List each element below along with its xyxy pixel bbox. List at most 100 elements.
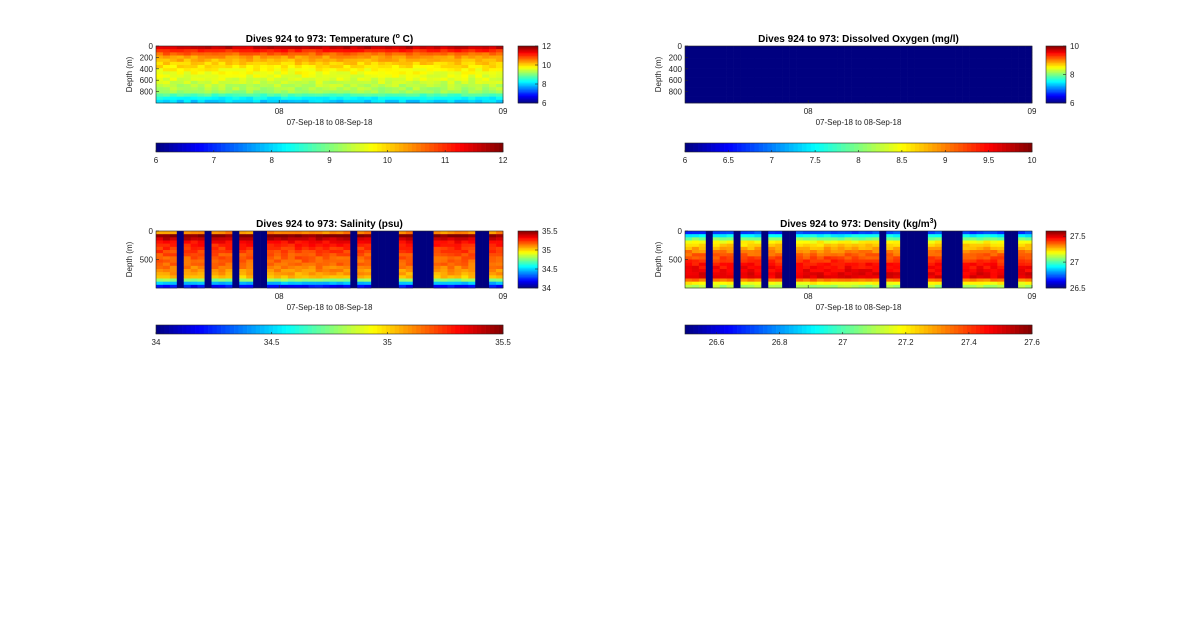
- heatmap-cell: [893, 240, 901, 244]
- heatmap-cell: [740, 80, 748, 85]
- heatmap-cell: [851, 96, 859, 101]
- bottom-colorbar-segment: [832, 143, 838, 152]
- heatmap-cell: [914, 58, 922, 63]
- heatmap-cell: [315, 46, 323, 50]
- heatmap-cell: [1025, 99, 1033, 104]
- heatmap-cell: [775, 68, 783, 72]
- bottom-colorbar-segment: [862, 143, 868, 152]
- heatmap-cell: [162, 240, 171, 244]
- heatmap-cell: [844, 68, 852, 72]
- heatmap-cell: [948, 74, 956, 78]
- bottom-colorbar-segment: [472, 143, 478, 152]
- heatmap-cell: [789, 65, 797, 69]
- heatmap-cell: [983, 87, 991, 91]
- heatmap-nodata-column: [253, 231, 261, 288]
- heatmap-cell: [907, 80, 915, 85]
- heatmap-cell: [830, 269, 838, 273]
- heatmap-cell: [280, 65, 289, 69]
- heatmap-cell: [948, 96, 956, 101]
- heatmap-cell: [267, 275, 275, 279]
- heatmap-cell: [357, 272, 365, 276]
- heatmap-cell: [782, 84, 790, 88]
- heatmap-cell: [747, 61, 755, 66]
- heatmap-cell: [761, 77, 769, 82]
- heatmap-cell: [343, 93, 351, 97]
- heatmap-cell: [315, 84, 323, 88]
- bottom-colorbar-segment: [177, 325, 183, 334]
- heatmap-cell: [336, 234, 344, 238]
- heatmap-cell: [705, 90, 714, 94]
- heatmap-cell: [865, 93, 873, 97]
- heatmap-cell: [218, 231, 226, 235]
- bottom-colorbar-segment: [849, 325, 855, 334]
- heatmap-cell: [169, 46, 178, 50]
- bottom-colorbar-segment: [346, 143, 352, 152]
- heatmap-cell: [329, 77, 337, 82]
- heatmap-cell: [879, 52, 887, 56]
- heatmap-cell: [830, 49, 838, 53]
- heatmap-cell: [997, 61, 1005, 66]
- bottom-colorbar-segment: [286, 325, 291, 334]
- x-tick-label: 09: [1028, 292, 1037, 301]
- heatmap-cell: [273, 256, 282, 260]
- heatmap-cell: [336, 269, 344, 273]
- heatmap-cell: [468, 46, 476, 50]
- heatmap-cell: [754, 231, 762, 235]
- heatmap-cell: [782, 80, 790, 85]
- heatmap-cell: [405, 77, 414, 82]
- heatmap-cell: [837, 262, 845, 267]
- side-colorbar-segment: [1046, 74, 1066, 77]
- heatmap-cell: [398, 278, 407, 282]
- heatmap-cell: [239, 80, 247, 85]
- heatmap-cell: [398, 58, 407, 63]
- bottom-colorbar-segment: [815, 325, 820, 334]
- heatmap-cell: [322, 58, 330, 63]
- heatmap-cell: [454, 240, 462, 244]
- heatmap-cell: [350, 87, 358, 91]
- heatmap-cell: [364, 93, 372, 97]
- bottom-colorbar-segment: [307, 143, 313, 152]
- heatmap-cell: [211, 71, 219, 75]
- heatmap-cell: [976, 46, 984, 50]
- heatmap-cell: [969, 269, 977, 273]
- heatmap-cell: [997, 84, 1005, 88]
- heatmap-cell: [294, 49, 303, 53]
- heatmap-cell: [837, 65, 845, 69]
- heatmap-cell: [726, 281, 734, 286]
- heatmap-cell: [712, 265, 720, 270]
- side-colorbar-label: 6: [542, 99, 547, 108]
- heatmap-cell: [809, 278, 818, 282]
- heatmap-cell: [225, 237, 233, 241]
- heatmap-cell: [322, 96, 330, 101]
- heatmap-cell: [934, 58, 943, 63]
- heatmap-cell: [391, 80, 400, 85]
- bottom-colorbar-segment: [767, 143, 773, 152]
- heatmap-cell: [809, 246, 818, 251]
- bottom-colorbar-segment: [1018, 143, 1024, 152]
- heatmap-cell: [364, 74, 372, 78]
- bottom-colorbar-segment: [160, 143, 165, 152]
- heatmap-cell: [454, 284, 462, 289]
- heatmap-cell: [273, 246, 282, 251]
- bottom-colorbar-segment: [368, 143, 374, 152]
- heatmap-cell: [475, 90, 483, 94]
- bottom-colorbar-segment: [693, 143, 699, 152]
- heatmap-cell: [329, 46, 337, 50]
- bottom-colorbar-segment: [893, 143, 898, 152]
- heatmap-cell: [426, 61, 434, 66]
- heatmap-cell: [385, 93, 393, 97]
- bottom-colorbar-segment: [797, 143, 803, 152]
- heatmap-cell: [183, 246, 191, 251]
- heatmap-cell: [796, 240, 804, 244]
- heatmap-cell: [893, 68, 901, 72]
- heatmap-cell: [927, 240, 936, 244]
- heatmap-cell: [287, 52, 296, 56]
- heatmap-cell: [218, 243, 226, 248]
- heatmap-cell: [357, 259, 365, 263]
- heatmap-cell: [969, 253, 977, 257]
- heatmap-cell: [976, 265, 984, 270]
- heatmap-cell: [983, 49, 991, 53]
- heatmap-cell: [969, 240, 977, 244]
- heatmap-cell: [789, 52, 797, 56]
- heatmap-cell: [733, 99, 741, 104]
